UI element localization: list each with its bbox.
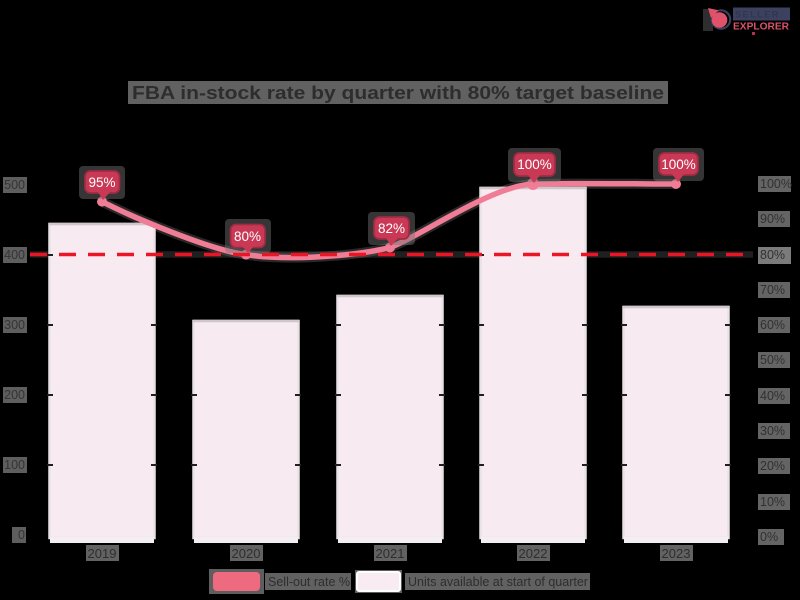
svg-text:2022: 2022 [519, 546, 548, 561]
svg-text:2021: 2021 [376, 546, 405, 561]
svg-text:2023: 2023 [662, 546, 691, 561]
svg-text:50%: 50% [760, 353, 785, 367]
svg-text:300: 300 [4, 318, 25, 332]
svg-text:FBA in-stock rate by quarter w: FBA in-stock rate by quarter with 80% ta… [132, 83, 664, 103]
svg-text:90%: 90% [760, 212, 785, 226]
svg-text:Units available at start of qu: Units available at start of quarter [408, 575, 588, 589]
svg-text:2019: 2019 [88, 546, 117, 561]
svg-text:70%: 70% [760, 283, 785, 297]
svg-text:100: 100 [4, 458, 25, 472]
svg-text:0%: 0% [760, 530, 778, 544]
svg-text:100%: 100% [517, 157, 552, 172]
svg-text:40%: 40% [760, 389, 785, 403]
svg-text:82%: 82% [378, 221, 405, 236]
svg-text:Sell-out rate %: Sell-out rate % [268, 575, 350, 589]
svg-text:2020: 2020 [232, 546, 261, 561]
svg-text:95%: 95% [88, 175, 115, 190]
svg-text:100%: 100% [661, 157, 696, 172]
svg-text:80%: 80% [234, 229, 261, 244]
svg-text:0: 0 [18, 528, 25, 542]
svg-text:500: 500 [4, 178, 25, 192]
svg-text:80%: 80% [760, 248, 785, 262]
svg-text:EXPLORER: EXPLORER [733, 22, 790, 33]
svg-text:400: 400 [4, 248, 25, 262]
svg-text:30%: 30% [760, 424, 785, 438]
svg-text:60%: 60% [760, 318, 785, 332]
svg-text:20%: 20% [760, 459, 785, 473]
svg-text:100%: 100% [760, 177, 792, 191]
svg-text:10%: 10% [760, 495, 785, 509]
svg-text:200: 200 [4, 388, 25, 402]
svg-text:SELLER: SELLER [735, 10, 780, 21]
